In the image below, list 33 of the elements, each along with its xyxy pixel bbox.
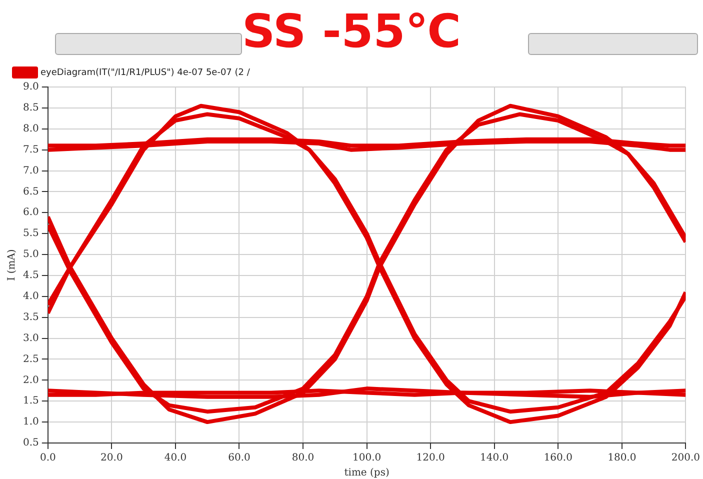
x-tick-label: 180.0 bbox=[608, 452, 636, 464]
x-tick-label: 80.0 bbox=[292, 452, 314, 464]
y-tick-label: 1.5 bbox=[22, 396, 39, 407]
y-tick-label: 2.0 bbox=[22, 374, 39, 386]
y-tick-label: 8.5 bbox=[22, 102, 39, 114]
x-axis-title: time (ps) bbox=[344, 468, 390, 479]
y-axis-title: I (mA) bbox=[6, 249, 18, 281]
x-tick-label: 200.0 bbox=[671, 452, 700, 464]
y-tick-label: 9.0 bbox=[22, 82, 39, 93]
y-tick-label: 1.0 bbox=[22, 416, 39, 428]
x-tick-label: 100.0 bbox=[352, 452, 382, 464]
y-tick-label: 8.0 bbox=[22, 123, 39, 134]
y-tick-label: 6.5 bbox=[22, 186, 39, 198]
y-tick-label: 7.0 bbox=[22, 165, 39, 176]
y-tick-label: 4.0 bbox=[22, 291, 39, 302]
y-tick-label: 5.5 bbox=[22, 228, 39, 240]
y-tick-label: 5.0 bbox=[22, 249, 39, 260]
x-tick-label: 120.0 bbox=[416, 452, 445, 464]
x-tick-label: 160.0 bbox=[544, 452, 572, 464]
y-tick-label: 7.5 bbox=[22, 144, 39, 156]
y-tick-label: 0.5 bbox=[22, 438, 39, 449]
x-tick-label: 0.0 bbox=[40, 452, 56, 464]
x-tick-label: 140.0 bbox=[480, 452, 509, 464]
x-tick-label: 20.0 bbox=[100, 452, 123, 464]
x-tick-label: 60.0 bbox=[228, 452, 250, 464]
legend-label: eyeDiagram(IT("/I1/R1/PLUS") 4e-07 5e-07 (2 / bbox=[40, 68, 251, 78]
y-tick-label: 2.5 bbox=[22, 354, 39, 365]
y-tick-label: 4.5 bbox=[22, 270, 39, 282]
x-tick-label: 40.0 bbox=[164, 452, 187, 464]
y-tick-label: 6.0 bbox=[22, 207, 39, 218]
y-tick-label: 3.5 bbox=[22, 312, 39, 323]
chart-title: SS -55℃ bbox=[242, 4, 462, 58]
y-tick-label: 3.0 bbox=[22, 332, 39, 344]
